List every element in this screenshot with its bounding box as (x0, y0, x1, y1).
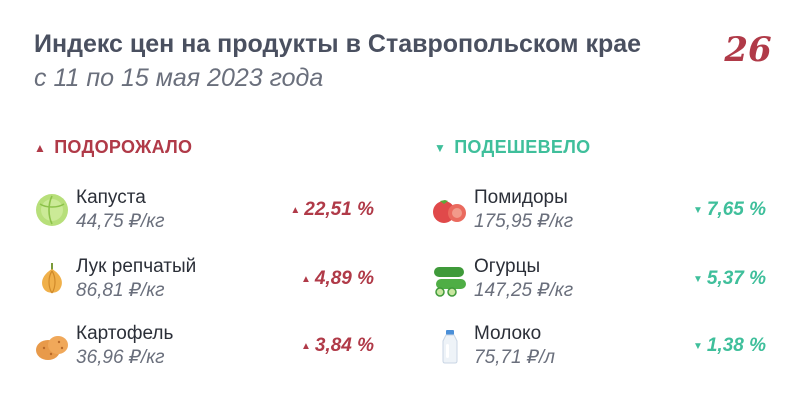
section-head-down: ▼ ПОДЕШЕВЕЛО (434, 137, 590, 158)
list-item: Картофель 36,96 ₽/кг ▲ 3,84 % (34, 323, 374, 373)
onion-icon (34, 261, 70, 297)
item-price: 36,96 ₽/кг (76, 346, 165, 369)
item-price: 75,71 ₽/л (474, 346, 555, 369)
item-change-value: 1,38 % (707, 335, 766, 357)
item-change: ▼ 7,65 % (693, 199, 766, 221)
arrow-up-icon: ▲ (301, 341, 311, 352)
potato-icon (34, 328, 70, 364)
section-label-down: ПОДЕШЕВЕЛО (454, 137, 590, 158)
item-name: Помидоры (474, 187, 568, 209)
page-subtitle: с 11 по 15 мая 2023 года (34, 64, 323, 93)
item-price: 86,81 ₽/кг (76, 279, 165, 302)
item-name: Огурцы (474, 256, 540, 278)
section-label-up: ПОДОРОЖАЛО (54, 137, 192, 158)
item-change: ▲ 22,51 % (290, 199, 374, 221)
item-change-value: 5,37 % (707, 268, 766, 290)
arrow-up-icon: ▲ (290, 205, 300, 216)
arrow-down-icon: ▼ (693, 205, 703, 216)
list-item: Капуста 44,75 ₽/кг ▲ 22,51 % (34, 187, 374, 237)
arrow-down-icon: ▼ (693, 341, 703, 352)
item-price: 44,75 ₽/кг (76, 210, 165, 233)
arrow-up-icon: ▲ (301, 274, 311, 285)
section-head-up: ▲ ПОДОРОЖАЛО (34, 137, 192, 158)
item-change: ▲ 4,89 % (301, 268, 374, 290)
triangle-up-icon: ▲ (34, 142, 46, 154)
item-price: 175,95 ₽/кг (474, 210, 573, 233)
logo: 26 (724, 28, 772, 70)
item-change-value: 22,51 % (304, 199, 374, 221)
item-change-value: 4,89 % (315, 268, 374, 290)
list-item: Огурцы 147,25 ₽/кг ▼ 5,37 % (432, 256, 766, 306)
item-name: Картофель (76, 323, 173, 345)
item-name: Молоко (474, 323, 541, 345)
item-change-value: 3,84 % (315, 335, 374, 357)
item-change: ▲ 3,84 % (301, 335, 374, 357)
cabbage-icon (34, 192, 70, 228)
item-name: Лук репчатый (76, 256, 196, 278)
item-price: 147,25 ₽/кг (474, 279, 573, 302)
list-item: Молоко 75,71 ₽/л ▼ 1,38 % (432, 323, 766, 373)
arrow-down-icon: ▼ (693, 274, 703, 285)
cucumber-icon (432, 261, 468, 297)
milk-bottle-icon (432, 328, 468, 364)
tomato-icon (432, 192, 468, 228)
item-change-value: 7,65 % (707, 199, 766, 221)
item-change: ▼ 5,37 % (693, 268, 766, 290)
list-item: Лук репчатый 86,81 ₽/кг ▲ 4,89 % (34, 256, 374, 306)
triangle-down-icon: ▼ (434, 142, 446, 154)
item-change: ▼ 1,38 % (693, 335, 766, 357)
page-title: Индекс цен на продукты в Ставропольском … (34, 30, 641, 59)
logo-text: 26 (724, 30, 772, 70)
item-name: Капуста (76, 187, 146, 209)
list-item: Помидоры 175,95 ₽/кг ▼ 7,65 % (432, 187, 766, 237)
